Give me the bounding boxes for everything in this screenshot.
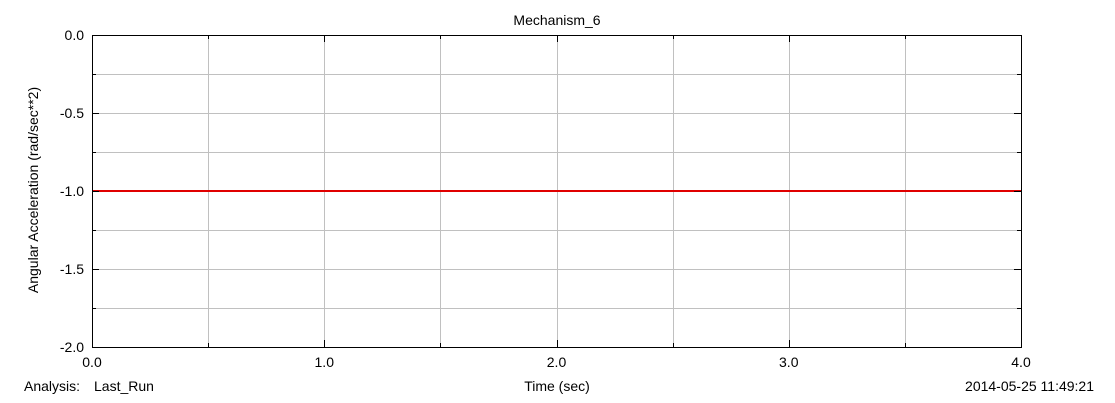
x-tick-label: 4.0 xyxy=(1011,354,1031,370)
x-tick-label: 2.0 xyxy=(547,354,567,370)
x-tick-label: 1.0 xyxy=(315,354,335,370)
x-tick-label: 0.0 xyxy=(82,354,102,370)
y-axis-title: Angular Acceleration (rad/sec**2) xyxy=(25,87,41,293)
analysis-name: Last_Run xyxy=(94,378,154,394)
analysis-label: Analysis: xyxy=(24,378,80,394)
x-axis-title: Time (sec) xyxy=(524,378,590,394)
y-tick-label: -1.0 xyxy=(60,183,84,199)
y-tick-label: 0.0 xyxy=(65,27,85,43)
ticks: 0.0 1.0 2.0 3.0 4.0 0.0 -0.5 -1.0 -1.5 -2.0 xyxy=(60,27,1031,370)
run-timestamp: 2014-05-25 11:49:21 xyxy=(965,378,1094,394)
x-tick-label: 3.0 xyxy=(779,354,799,370)
y-tick-label: -0.5 xyxy=(60,105,84,121)
y-tick-label: -1.5 xyxy=(60,261,84,277)
y-tick-label: -2.0 xyxy=(60,339,84,355)
chart-title: Mechanism_6 xyxy=(513,12,600,28)
